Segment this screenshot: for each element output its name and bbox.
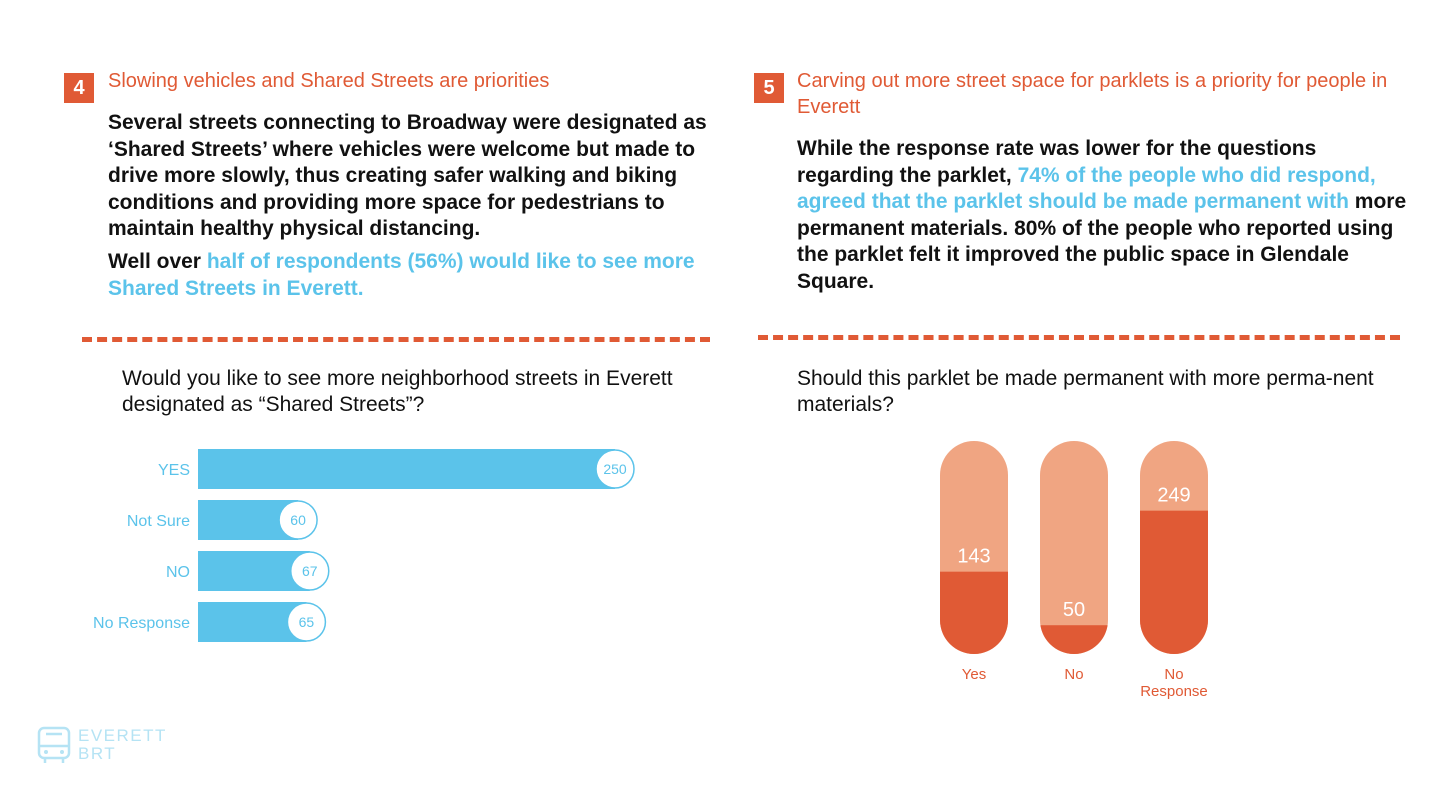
shared-streets-bar-chart: 250 YES 60 Not Sure 67 NO 65 No Response [93, 449, 635, 642]
data-label: 65 [299, 614, 315, 630]
bar [198, 449, 615, 489]
chart-question: Would you like to see more neighborhood … [122, 367, 673, 416]
data-label: 143 [957, 546, 990, 568]
section-divider [758, 335, 1400, 340]
paragraph-prefix: Well over [108, 250, 207, 273]
section-divider [82, 337, 710, 342]
bar-end-marker [595, 449, 635, 489]
pill-fill [1140, 510, 1208, 654]
paragraph-highlight: half of respondents (56%) would like to … [108, 250, 695, 300]
logo-line-1: EVERETT [78, 726, 167, 745]
section-number-badge: 5 [754, 73, 784, 103]
bus-icon [37, 726, 71, 763]
data-label: 250 [603, 461, 627, 477]
data-label: 50 [1063, 599, 1085, 621]
section-number-badge: 4 [64, 73, 94, 103]
data-label: 67 [302, 563, 318, 579]
section-number: 5 [763, 76, 775, 99]
paragraph-highlight: 74% of the people who did respond, agree… [797, 163, 1376, 214]
pill-fill [1040, 625, 1108, 654]
logo-line-2: BRT [78, 744, 117, 763]
section-heading: Carving out more street space for parkle… [797, 70, 1388, 118]
section-highlight-paragraph: Well over half of respondents (56%) woul… [108, 249, 713, 302]
section-heading: Slowing vehicles and Shared Streets are … [108, 70, 550, 92]
bar-end-marker [278, 500, 318, 540]
paragraph-prefix: While the response rate was lower for th… [797, 137, 1317, 187]
pill-track [1040, 441, 1108, 654]
bar-end-marker [290, 551, 330, 591]
category-label: YES [158, 462, 190, 479]
paragraph-suffix: more permanent materials. 80% of the peo… [797, 190, 1407, 293]
chart-question: Should this parklet be made permanent wi… [797, 367, 1374, 416]
category-label: Yes [962, 666, 986, 683]
section-paragraph: Several streets connecting to Broadway w… [108, 111, 707, 240]
data-label: 60 [290, 512, 306, 528]
category-label: Response [1140, 683, 1208, 700]
section-paragraph: While the response rate was lower for th… [797, 136, 1407, 295]
data-label: 249 [1157, 485, 1190, 507]
pill-fill [940, 571, 1008, 654]
category-label: No Response [93, 615, 190, 632]
everett-brt-logo: EVERETT BRT [36, 726, 167, 764]
category-label: NO [166, 564, 190, 581]
category-label: No [1064, 666, 1083, 683]
category-label: No [1164, 666, 1183, 683]
section-number: 4 [73, 76, 85, 99]
category-label: Not Sure [127, 513, 190, 530]
bar-end-marker [286, 602, 327, 642]
